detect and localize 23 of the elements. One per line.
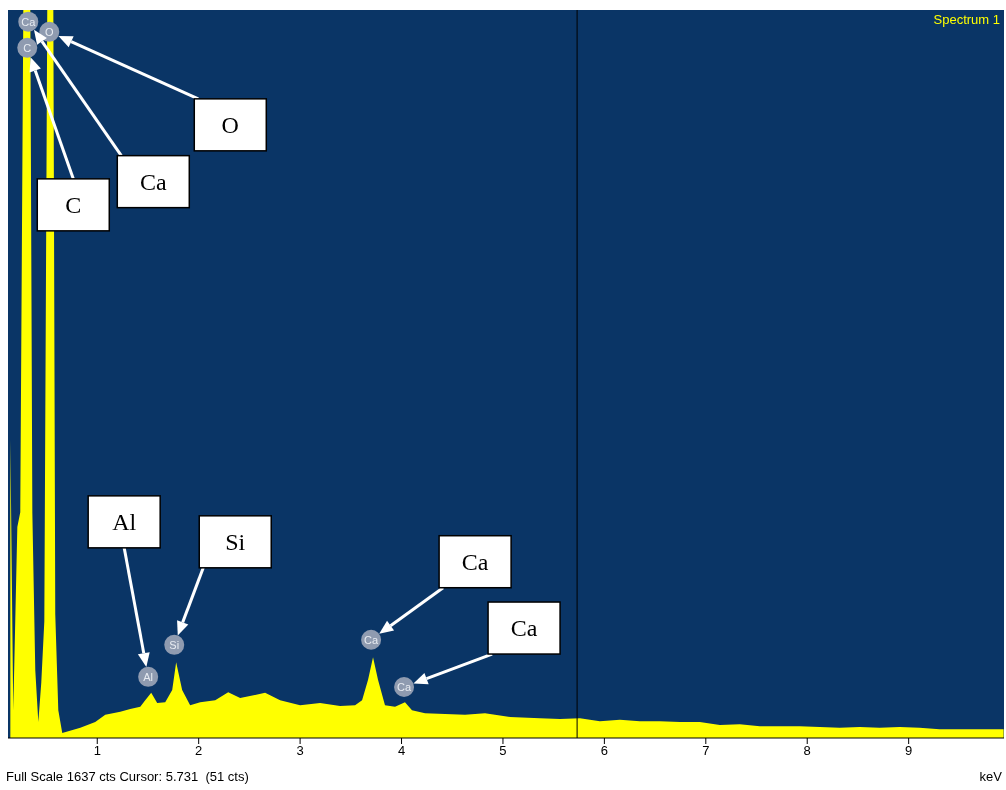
annotation: O (45, 25, 54, 38)
text: C (65, 191, 82, 218)
annotation: C (23, 41, 32, 54)
annotation: Si (169, 638, 180, 651)
text: O (221, 111, 239, 138)
x-tick-label: 9 (905, 743, 913, 759)
text: Si (225, 528, 246, 555)
x-tick-label: 7 (702, 743, 710, 759)
x-tick-label: 3 (296, 743, 304, 759)
x-tick-label: 1 (93, 743, 101, 759)
text: Spectrum 1 (933, 12, 1000, 27)
x-tick-label: 8 (803, 743, 811, 759)
x-tick-label: 5 (499, 743, 507, 759)
x-tick-label: 6 (600, 743, 608, 759)
text: Ca (139, 168, 167, 195)
text: Ca (510, 615, 538, 642)
text: Full Scale 1637 cts Cursor: 5.731 (51 cts) (6, 769, 249, 784)
annotation: Al (143, 670, 154, 683)
x-tick-label: 2 (195, 743, 203, 759)
text: Al (112, 508, 137, 535)
x-axis-title: keV (979, 769, 1002, 784)
x-tick-label: 4 (397, 743, 406, 759)
text: Ca (461, 548, 489, 575)
